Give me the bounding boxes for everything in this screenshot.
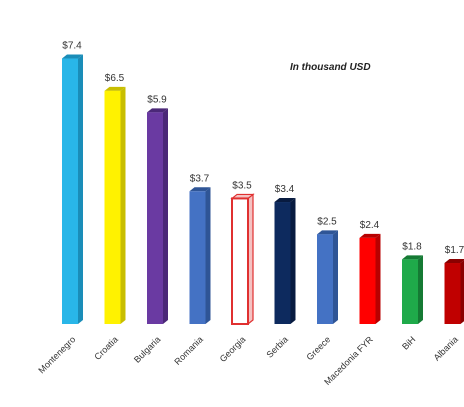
value-label-croatia: $6.5 [105,73,125,84]
bar-top [62,54,83,59]
bar-montenegro [62,54,83,325]
value-label-georgia: $3.5 [232,180,252,191]
value-label-montenegro: $7.4 [62,41,82,52]
bar-front [147,112,163,325]
bar-side [375,233,381,324]
bar-front [317,234,333,324]
bar-side [418,255,423,324]
tick-label-serbia: Serbia [264,334,289,359]
bar-bih [402,255,423,324]
value-label-bih: $1.8 [402,241,422,252]
bar-front [402,259,418,324]
value-label-albania: $1.7 [445,245,464,256]
value-labels-layer: $7.4 $6.5 $5.9 $3.7 $3.5 $3.4 $2.5 $2.4 $1.8 $1.7 [62,41,464,256]
bar-front [62,58,78,325]
bars-layer [62,54,464,326]
bar-side [290,198,296,324]
bar-georgia [230,193,255,326]
tick-label-bih: BiH [400,334,417,351]
bar-front [104,90,121,324]
bar-top [402,255,423,260]
bar-top [274,198,296,203]
bar-side [460,260,464,324]
bar-side [163,108,168,325]
bar-front [359,237,376,324]
value-label-macedonia-fyr: $2.4 [360,220,380,231]
bar-front [189,191,206,324]
value-label-bulgaria: $5.9 [147,94,167,105]
tick-label-greece: Greece [304,334,332,362]
tick-label-georgia: Georgia [218,334,248,364]
bar-macedonia-fyr [359,233,381,324]
bar-top [189,187,211,192]
bar-top [147,108,168,113]
bar-side [333,230,338,324]
bar-front [231,197,249,325]
tick-labels-layer: Montenegro Croatia Bulgaria Romania Georgia S… [36,334,460,387]
bar-top [317,230,338,235]
bar-top [359,233,381,238]
bar-bulgaria [147,108,168,325]
value-label-romania: $3.7 [190,173,210,184]
bar-albania [444,259,464,324]
bar-romania [189,187,211,324]
tick-label-croatia: Croatia [92,334,120,362]
bar-top [104,86,126,91]
bar-front [444,263,461,324]
value-label-greece: $2.5 [317,216,337,227]
bar-greece [317,230,338,324]
bar-side [120,86,126,324]
bar-side [205,187,211,324]
tick-label-albania: Albania [432,334,460,362]
bar-side [78,54,83,325]
bar-serbia [274,198,296,324]
tick-label-montenegro: Montenegro [36,334,77,375]
tick-label-bulgaria: Bulgaria [132,334,162,364]
bar-top [444,259,464,264]
value-label-serbia: $3.4 [275,184,295,195]
unit-note: In thousand USD [290,62,371,73]
bar-croatia [104,86,126,324]
bar-front [274,202,291,324]
tick-label-romania: Romania [172,334,205,367]
